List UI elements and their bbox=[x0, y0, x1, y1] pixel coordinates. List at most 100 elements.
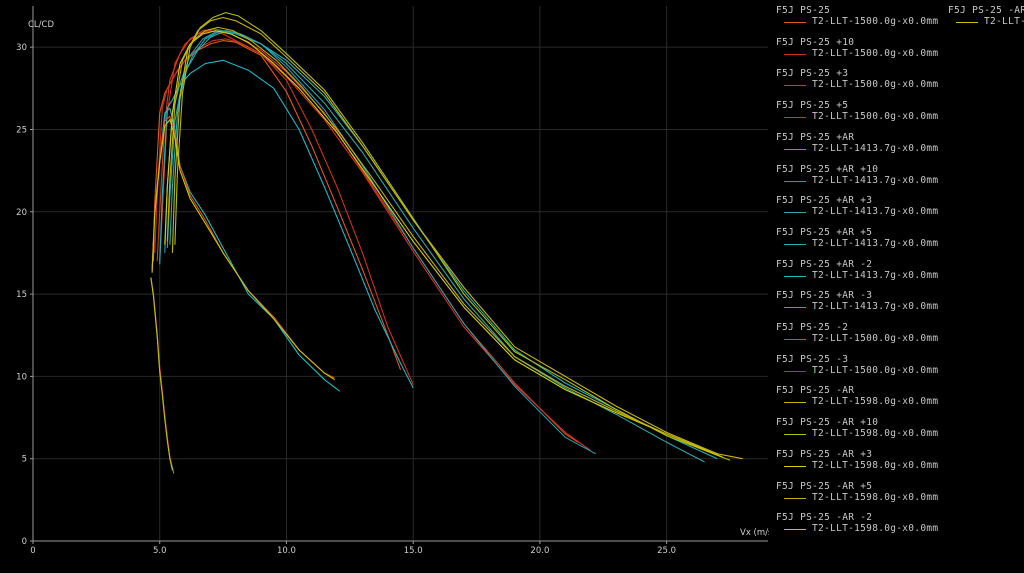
legend-series-config: T2-LLT-1413.7g-x0.0mm bbox=[812, 206, 939, 218]
y-tick-label: 30 bbox=[16, 43, 27, 53]
legend-swatch bbox=[956, 22, 978, 23]
grid-lines bbox=[33, 6, 768, 541]
chart-plot-area: 0 5.0 10.0 15.0 20.0 25.0 0 5 10 15 20 25 30 CL/CD V… bbox=[16, 6, 769, 556]
legend-series-name: F5J PS-25 bbox=[776, 5, 831, 16]
legend-series-name: F5J PS-25 +AR -3 bbox=[776, 290, 873, 302]
legend-item[interactable]: F5J PS-25 -AR T2-LLT- bbox=[941, 2, 1024, 32]
legend-series-name: F5J PS-25 -AR +10 bbox=[776, 417, 879, 429]
y-tick-label: 20 bbox=[16, 208, 27, 218]
y-tick-label: 15 bbox=[16, 290, 27, 300]
legend-series-config: T2-LLT-1413.7g-x0.0mm bbox=[812, 237, 939, 249]
legend-series-config: T2-LLT-1500.0g-x0.0mm bbox=[812, 111, 939, 123]
legend-series-config: T2-LLT-1598.0g-x0.0mm bbox=[812, 396, 939, 408]
legend-series-config: T2-LLT-1500.0g-x0.0mm bbox=[812, 364, 939, 376]
legend-series-name: F5J PS-25 -AR -2 bbox=[776, 512, 873, 524]
legend: F5J PS-25 T2-LLT-1500.0g-x0.0mm F5J PS-25 … bbox=[769, 0, 1024, 573]
y-tick-label: 10 bbox=[16, 372, 27, 382]
series-line-15 bbox=[164, 30, 723, 458]
legend-item[interactable]: F5J PS-25 +AR +5 T2-LLT-1413.7g-x0.0mm bbox=[769, 224, 939, 254]
x-tick-label: 20.0 bbox=[530, 546, 549, 556]
legend-series-config: T2-LLT-1413.7g-x0.0mm bbox=[812, 174, 939, 186]
x-tick-label: 5.0 bbox=[153, 546, 167, 556]
series-line-4 bbox=[159, 30, 591, 451]
legend-swatch bbox=[784, 180, 806, 182]
series-line-1 bbox=[152, 40, 402, 370]
legend-swatch bbox=[784, 402, 806, 404]
legend-swatch bbox=[784, 434, 806, 436]
series-line-2 bbox=[154, 38, 414, 385]
legend-item[interactable]: F5J PS-25 +AR T2-LLT-1413.7g-x0.0mm bbox=[769, 129, 939, 159]
legend-item[interactable]: F5J PS-25 T2-LLT-1500.0g-x0.0mm bbox=[769, 2, 939, 32]
legend-series-config: T2-LLT-1598.0g-x0.0mm bbox=[812, 491, 939, 503]
y-tick-label: 5 bbox=[22, 455, 27, 465]
legend-item[interactable]: F5J PS-25 -AR +3 T2-LLT-1598.0g-x0.0mm bbox=[769, 446, 939, 476]
legend-series-name: F5J PS-25 +5 bbox=[776, 100, 849, 112]
legend-series-config: T2-LLT-1598.0g-x0.0mm bbox=[812, 523, 939, 535]
series-line-5 bbox=[159, 59, 414, 389]
x-tick-label: 0 bbox=[30, 546, 35, 556]
x-tick-label: 15.0 bbox=[404, 546, 423, 556]
legend-swatch bbox=[784, 465, 806, 467]
legend-item[interactable]: F5J PS-25 +10 T2-LLT-1500.0g-x0.0mm bbox=[769, 34, 939, 64]
y-tick-label: 0 bbox=[22, 537, 27, 547]
series-line-8 bbox=[169, 30, 718, 460]
series-line-16 bbox=[166, 26, 718, 455]
legend-series-config: T2-LLT-1598.0g-x0.0mm bbox=[812, 459, 939, 471]
legend-series-name: F5J PS-25 +AR +5 bbox=[776, 226, 873, 238]
series-lines bbox=[150, 12, 743, 474]
series-line-14 bbox=[174, 12, 731, 461]
legend-series-name: F5J PS-25 -2 bbox=[776, 322, 849, 333]
legend-series-name: F5J PS-25 -AR bbox=[948, 5, 1024, 16]
x-axis-label: Vx (m/s bbox=[740, 528, 769, 538]
legend-series-config: T2-LLT- bbox=[984, 16, 1024, 27]
legend-series-name: F5J PS-25 -AR +5 bbox=[776, 480, 873, 492]
legend-series-name: F5J PS-25 +3 bbox=[776, 68, 849, 80]
legend-swatch bbox=[784, 148, 806, 150]
legend-swatch bbox=[784, 22, 806, 23]
legend-series-name: F5J PS-25 +AR bbox=[776, 131, 855, 143]
legend-series-config: T2-LLT-1413.7g-x0.0mm bbox=[812, 142, 939, 154]
legend-swatch bbox=[784, 243, 806, 245]
x-tick-label: 10.0 bbox=[277, 546, 296, 556]
legend-series-name: F5J PS-25 +AR -2 bbox=[776, 258, 873, 270]
legend-series-name: F5J PS-25 -AR bbox=[776, 385, 855, 397]
legend-swatch bbox=[784, 275, 806, 277]
legend-swatch bbox=[784, 497, 806, 499]
legend-series-config: T2-LLT-1500.0g-x0.0mm bbox=[812, 79, 939, 91]
legend-series-name: F5J PS-25 +AR +3 bbox=[776, 195, 873, 207]
legend-item[interactable]: F5J PS-25 +3 T2-LLT-1500.0g-x0.0mm bbox=[769, 65, 939, 95]
legend-series-config: T2-LLT-1500.0g-x0.0mm bbox=[812, 47, 939, 59]
legend-item[interactable]: F5J PS-25 +AR +10 T2-LLT-1413.7g-x0.0mm bbox=[769, 161, 939, 191]
legend-item[interactable]: F5J PS-25 +5 T2-LLT-1500.0g-x0.0mm bbox=[769, 97, 939, 127]
legend-item[interactable]: F5J PS-25 +AR -3 T2-LLT-1413.7g-x0.0mm bbox=[769, 287, 939, 317]
series-line-18 bbox=[150, 277, 173, 471]
legend-series-name: F5J PS-25 -3 bbox=[776, 353, 849, 365]
legend-item[interactable]: F5J PS-25 -AR T2-LLT-1598.0g-x0.0mm bbox=[769, 382, 939, 412]
legend-item[interactable]: F5J PS-25 -AR -2 T2-LLT-1598.0g-x0.0mm bbox=[769, 509, 939, 539]
legend-swatch bbox=[784, 53, 806, 55]
legend-item[interactable]: F5J PS-25 +AR +3 T2-LLT-1413.7g-x0.0mm bbox=[769, 192, 939, 222]
legend-series-config: T2-LLT-1413.7g-x0.0mm bbox=[812, 301, 939, 313]
y-tick-label: 25 bbox=[16, 125, 27, 135]
legend-swatch bbox=[784, 117, 806, 119]
x-tick-label: 25.0 bbox=[657, 546, 676, 556]
legend-item[interactable]: F5J PS-25 +AR -2 T2-LLT-1413.7g-x0.0mm bbox=[769, 256, 939, 286]
legend-item[interactable]: F5J PS-25 -AR +5 T2-LLT-1598.0g-x0.0mm bbox=[769, 478, 939, 508]
legend-swatch bbox=[784, 339, 806, 340]
legend-series-config: T2-LLT-1413.7g-x0.0mm bbox=[812, 269, 939, 281]
legend-series-name: F5J PS-25 +AR +10 bbox=[776, 163, 879, 175]
legend-series-config: T2-LLT-1500.0g-x0.0mm bbox=[812, 16, 939, 27]
legend-item[interactable]: F5J PS-25 -3 T2-LLT-1500.0g-x0.0mm bbox=[769, 351, 939, 381]
legend-series-name: F5J PS-25 +10 bbox=[776, 36, 855, 48]
legend-series-config: T2-LLT-1500.0g-x0.0mm bbox=[812, 333, 939, 344]
legend-item[interactable]: F5J PS-25 -AR +10 T2-LLT-1598.0g-x0.0mm bbox=[769, 414, 939, 444]
legend-swatch bbox=[784, 212, 806, 214]
legend-swatch bbox=[784, 85, 806, 87]
legend-swatch bbox=[784, 529, 806, 531]
legend-swatch bbox=[784, 307, 806, 309]
axis-ticks: 0 5.0 10.0 15.0 20.0 25.0 0 5 10 15 20 25 30 bbox=[16, 43, 676, 556]
legend-item[interactable]: F5J PS-25 -2 T2-LLT-1500.0g-x0.0mm bbox=[769, 319, 939, 349]
series-line-17 bbox=[151, 119, 335, 381]
legend-series-config: T2-LLT-1598.0g-x0.0mm bbox=[812, 428, 939, 440]
legend-series-name: F5J PS-25 -AR +3 bbox=[776, 448, 873, 460]
